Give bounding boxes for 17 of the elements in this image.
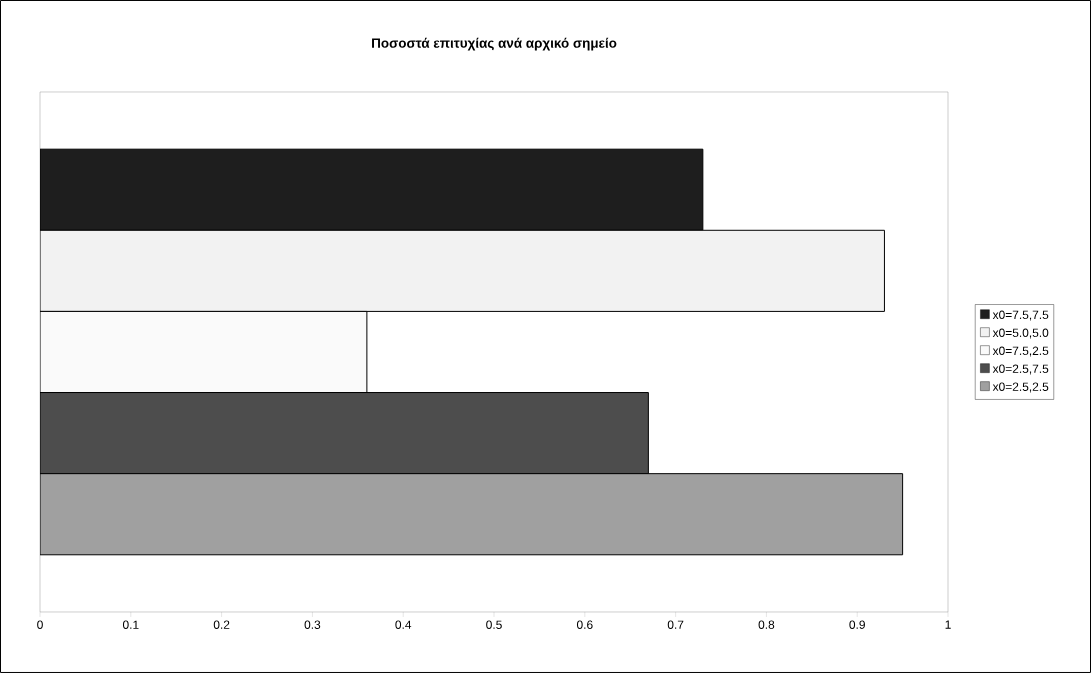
x-tick-label: 1 bbox=[945, 620, 951, 629]
x-tick-label: 0.6 bbox=[576, 620, 593, 629]
x-tick-label: 0 bbox=[37, 620, 43, 629]
x-tick-label: 0.4 bbox=[395, 620, 412, 629]
x-tick-label: 0.3 bbox=[304, 620, 321, 629]
x-tick-label: 0.5 bbox=[486, 620, 502, 629]
x-tick-label: 0.1 bbox=[122, 620, 139, 629]
chart-title: Ποσοστά επιτυχίας ανά αρχικό σημείο bbox=[372, 37, 617, 51]
legend-label: x0=7.5,7.5 bbox=[992, 310, 1049, 321]
text: x0=5.0,5.0 bbox=[992, 328, 1049, 339]
text: x0=7.5,2.5 bbox=[992, 346, 1049, 357]
x-tick-label: 0.2 bbox=[213, 620, 230, 629]
x-tick-label: 0.8 bbox=[758, 620, 775, 629]
x-tick-label: 0.9 bbox=[849, 620, 865, 629]
x-tick-label: 0.7 bbox=[667, 620, 684, 629]
legend-label: x0=2.5,7.5 bbox=[992, 364, 1049, 375]
legend-label: x0=2.5,2.5 bbox=[992, 382, 1049, 393]
